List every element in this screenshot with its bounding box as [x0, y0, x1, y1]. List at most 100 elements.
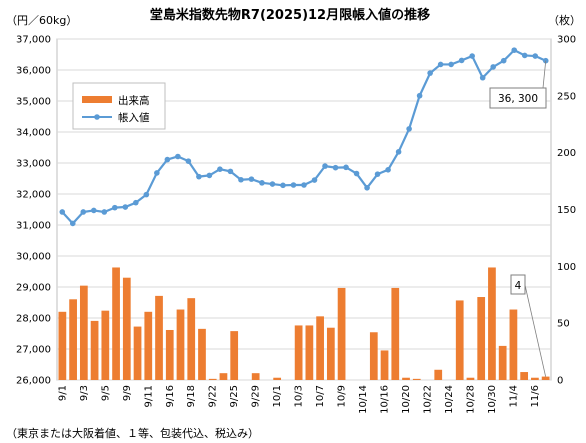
left-tick-label: 36,000	[16, 66, 51, 77]
legend-label-price: 帳入値	[118, 111, 150, 124]
volume-bar	[541, 376, 550, 380]
volume-bar	[273, 377, 282, 380]
price-point	[301, 182, 307, 188]
volume-bar	[294, 325, 303, 380]
price-point	[112, 204, 118, 211]
price-callout-text: 36, 300	[498, 93, 538, 105]
x-tick-label: 9/11	[143, 385, 154, 407]
volume-bar	[380, 350, 389, 380]
x-tick-label: 9/1	[57, 385, 68, 401]
volume-callout-box	[510, 274, 526, 295]
price-point	[122, 204, 129, 210]
volume-bar	[477, 297, 486, 380]
volume-bar	[176, 309, 185, 380]
volume-bar	[509, 309, 518, 380]
price-point	[227, 168, 234, 175]
left-axis: 26,000 27,000 28,000 29,000 30,000 31,000 32,0…	[16, 35, 51, 387]
price-point	[458, 57, 465, 64]
volume-bar	[316, 316, 324, 380]
legend-marker-price	[94, 114, 100, 120]
price-point	[185, 158, 192, 164]
volume-bar	[230, 331, 239, 380]
left-tick-label: 30,000	[16, 252, 51, 263]
price-point	[259, 180, 265, 186]
x-tick-label: 10/14	[358, 385, 369, 414]
volume-bar	[112, 267, 120, 380]
x-tick-label: 10/24	[444, 385, 455, 414]
left-axis-unit: （円／60kg）	[6, 14, 77, 27]
x-tick-label: 9/9	[122, 385, 133, 401]
right-tick-label: 50	[557, 319, 570, 330]
price-point	[521, 52, 528, 59]
volume-bar	[520, 372, 529, 380]
left-tick-label: 31,000	[16, 221, 51, 232]
legend-label-volume: 出来高	[118, 94, 150, 107]
volume-bar	[434, 369, 443, 380]
volume-bar	[155, 295, 163, 380]
volume-bar	[79, 285, 88, 380]
price-point	[290, 182, 297, 188]
x-tick-label: 10/30	[487, 385, 498, 414]
price-point	[511, 47, 518, 53]
price-point	[175, 153, 181, 160]
volume-bar	[337, 287, 346, 380]
x-tick-label: 9/29	[251, 385, 262, 407]
x-tick-label: 9/18	[186, 385, 197, 407]
x-tick-label: 10/1	[272, 385, 283, 407]
volume-bars	[58, 267, 550, 380]
x-tick-label: 11/6	[530, 385, 541, 407]
footnote: （東京または大阪着値、１等、包装代込、税込み）	[6, 426, 259, 440]
price-point	[490, 64, 496, 70]
price-point	[217, 166, 223, 172]
volume-bar	[369, 332, 378, 380]
volume-bar	[219, 373, 228, 380]
callouts: 36, 300 4	[489, 60, 547, 377]
price-point	[206, 172, 213, 179]
x-tick-label: 10/22	[423, 385, 434, 414]
price-point	[238, 176, 244, 183]
price-point	[343, 164, 349, 171]
left-tick-label: 26,000	[16, 376, 51, 387]
price-callout-box	[489, 87, 547, 109]
left-tick-label: 34,000	[16, 128, 51, 139]
price-point	[311, 177, 318, 183]
price-point	[164, 156, 171, 163]
price-point	[364, 185, 370, 191]
price-point	[322, 163, 328, 169]
price-point	[374, 171, 381, 177]
volume-bar	[165, 329, 174, 380]
price-point	[143, 191, 150, 198]
legend: 出来高 帳入値	[72, 82, 166, 130]
price-point	[154, 170, 160, 176]
volume-bar	[187, 298, 196, 380]
right-axis: 0 50 100 150 200 250 300	[557, 35, 576, 387]
volume-callout-leader	[524, 284, 547, 377]
price-point	[59, 209, 66, 215]
price-point	[196, 173, 202, 180]
x-tick-label: 10/28	[465, 385, 476, 414]
left-tick-label: 32,000	[16, 190, 51, 201]
x-tick-label: 9/16	[165, 385, 176, 407]
x-tick-label: 10/7	[315, 385, 326, 407]
volume-bar	[58, 311, 67, 380]
x-tick-label: 9/25	[229, 385, 240, 407]
price-point	[532, 53, 539, 59]
x-tick-label: 10/20	[401, 385, 412, 414]
volume-bar	[326, 327, 335, 380]
volume-bar	[251, 373, 260, 380]
volume-bar	[90, 320, 99, 380]
volume-bar	[122, 277, 131, 380]
legend-swatch-volume	[82, 96, 112, 103]
price-point	[269, 181, 276, 187]
price-line	[59, 47, 549, 227]
chart-title: 堂島米指数先物R7(2025)12月限帳入値の推移	[150, 7, 430, 23]
price-point	[416, 92, 423, 99]
price-point	[248, 176, 255, 182]
volume-bar	[305, 325, 314, 380]
right-tick-label: 300	[557, 35, 576, 46]
volume-bar	[69, 299, 77, 380]
price-point	[80, 209, 87, 215]
volume-bar	[101, 310, 110, 380]
x-tick-label: 9/22	[208, 385, 219, 407]
